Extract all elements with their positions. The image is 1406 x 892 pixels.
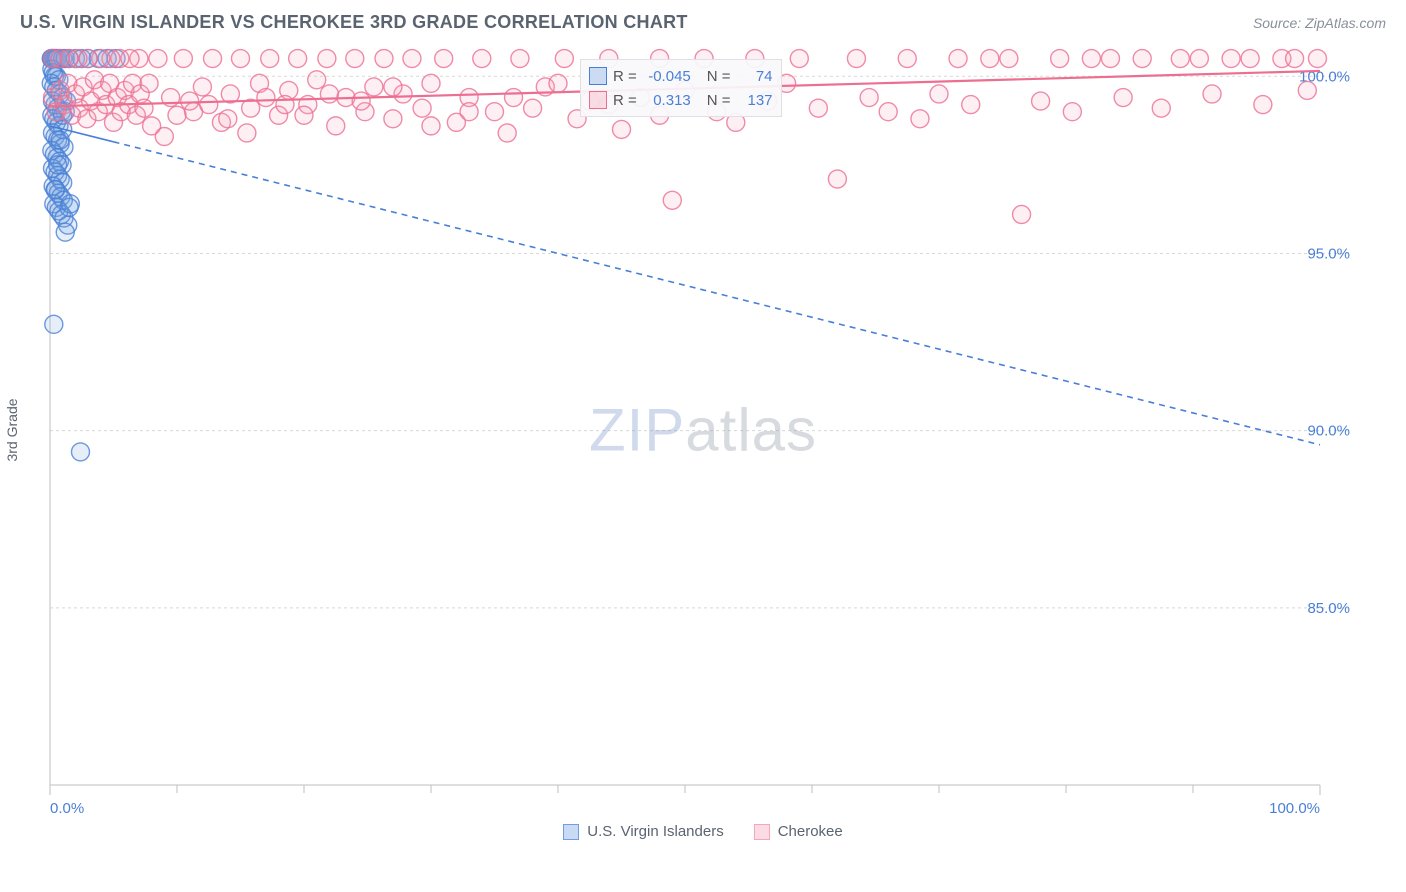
- y-axis-label: 3rd Grade: [4, 398, 20, 461]
- scatter-chart: 100.0%95.0%90.0%85.0%0.0%100.0%: [20, 45, 1360, 815]
- n-value: 137: [737, 92, 773, 109]
- legend-item: U.S. Virgin Islanders: [563, 823, 723, 840]
- legend-swatch: [589, 91, 607, 109]
- legend-swatch: [754, 824, 770, 840]
- legend-swatch: [589, 67, 607, 85]
- r-label: R =: [613, 92, 637, 109]
- svg-text:100.0%: 100.0%: [1269, 800, 1320, 815]
- n-label: N =: [707, 68, 731, 85]
- r-value: -0.045: [643, 68, 691, 85]
- svg-text:85.0%: 85.0%: [1307, 600, 1350, 617]
- legend-label: U.S. Virgin Islanders: [587, 823, 723, 840]
- legend-item: Cherokee: [754, 823, 843, 840]
- svg-text:90.0%: 90.0%: [1307, 423, 1350, 440]
- stats-legend-row: R = -0.045 N = 74: [589, 64, 773, 88]
- stats-legend: R = -0.045 N = 74 R = 0.313 N = 137: [580, 59, 782, 117]
- chart-container: 3rd Grade 100.0%95.0%90.0%85.0%0.0%100.0…: [20, 45, 1386, 815]
- n-value: 74: [737, 68, 773, 85]
- chart-title: U.S. VIRGIN ISLANDER VS CHEROKEE 3RD GRA…: [20, 12, 688, 33]
- legend-swatch: [563, 824, 579, 840]
- r-value: 0.313: [643, 92, 691, 109]
- r-label: R =: [613, 68, 637, 85]
- bottom-legend: U.S. Virgin Islanders Cherokee: [0, 823, 1406, 840]
- n-label: N =: [707, 92, 731, 109]
- stats-legend-row: R = 0.313 N = 137: [589, 88, 773, 112]
- svg-text:95.0%: 95.0%: [1307, 245, 1350, 262]
- legend-label: Cherokee: [778, 823, 843, 840]
- source-label: Source: ZipAtlas.com: [1253, 15, 1386, 31]
- svg-text:0.0%: 0.0%: [50, 800, 84, 815]
